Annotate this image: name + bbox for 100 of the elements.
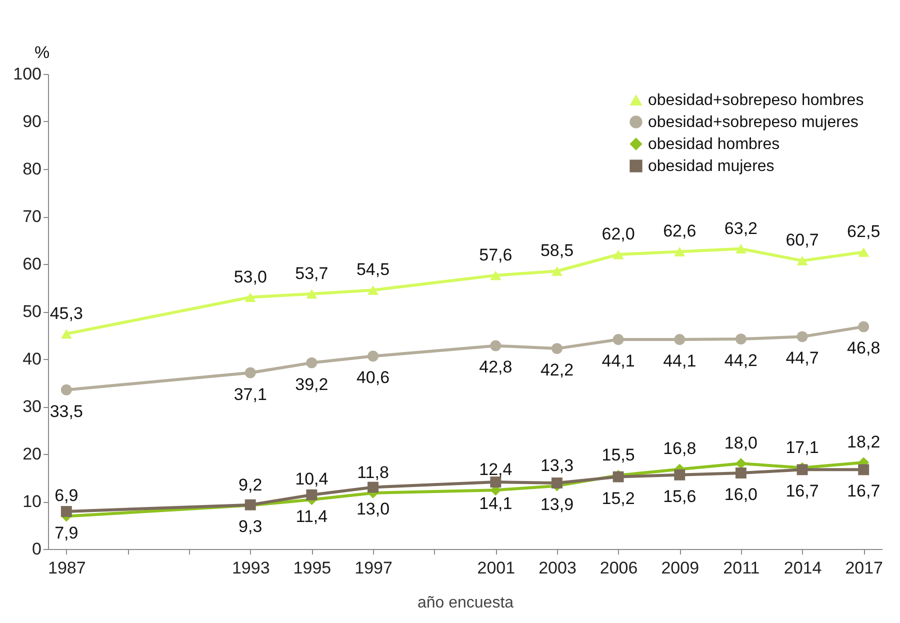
point: [306, 489, 318, 500]
data-label: 16,0: [724, 485, 758, 504]
point: [60, 329, 72, 339]
x-tick-label: 1997: [354, 558, 392, 578]
legend-label: obesidad+sobrepeso mujeres: [648, 114, 858, 131]
data-label: 16,7: [847, 482, 880, 501]
data-label: 42,8: [479, 358, 512, 377]
data-label: 44,7: [786, 348, 819, 368]
data-label: 10,4: [295, 470, 328, 489]
y-tick-label: 50: [22, 302, 42, 321]
point: [552, 343, 562, 354]
point: [368, 482, 378, 493]
data-label: 16,8: [663, 439, 696, 458]
point: [858, 247, 870, 257]
x-tick-label: 2011: [723, 558, 760, 578]
data-label: 44,2: [724, 351, 758, 370]
legend-label: obesidad+sobrepeso hombres: [648, 92, 864, 109]
legend-label: obesidad hombres: [648, 136, 780, 153]
point: [735, 458, 746, 469]
point: [490, 476, 502, 488]
point: [244, 292, 256, 302]
point: [735, 468, 746, 478]
point: [60, 384, 72, 396]
data-label: 57,6: [479, 245, 512, 264]
y-tick-label: 10: [22, 492, 42, 511]
data-label: 13,3: [540, 456, 574, 475]
x-tick-label: 2003: [538, 558, 576, 578]
point: [490, 340, 502, 352]
data-label: 44,1: [663, 352, 696, 371]
y-tick-label: 90: [22, 112, 42, 131]
data-label: 7,9: [54, 523, 78, 542]
data-label: 15,6: [663, 486, 696, 506]
y-tick-label: 0: [32, 540, 42, 558]
y-axis-title: %: [34, 43, 50, 62]
data-label: 60,7: [786, 230, 819, 250]
data-label: 62,0: [602, 224, 635, 244]
x-tick-label: 1987: [48, 558, 86, 578]
data-label: 14,1: [479, 494, 512, 514]
data-label: 58,5: [540, 241, 574, 260]
data-label: 62,6: [663, 222, 696, 241]
data-label: 54,5: [356, 260, 390, 280]
data-label: 11,8: [357, 462, 389, 482]
data-label: 9,3: [238, 516, 262, 536]
y-tick-label: 100: [13, 64, 42, 84]
data-label: 46,8: [847, 338, 880, 358]
x-tick-label: 1993: [232, 558, 270, 578]
y-tick-label: 60: [22, 254, 42, 274]
data-label: 53,7: [295, 264, 328, 283]
data-label: 42,2: [540, 360, 574, 380]
point: [368, 350, 378, 362]
point: [552, 266, 562, 276]
data-label: 6,9: [54, 486, 78, 506]
y-tick-label: 40: [22, 350, 42, 368]
data-label: 18,0: [724, 434, 758, 452]
data-label: 39,2: [295, 374, 328, 394]
y-tick-label: 80: [22, 160, 42, 178]
point: [490, 270, 502, 280]
point: [735, 244, 746, 254]
y-tick-label: 20: [22, 444, 42, 464]
x-tick-label: 2009: [661, 558, 700, 578]
data-label: 53,0: [234, 267, 267, 286]
point: [306, 357, 318, 368]
data-label: 45,3: [50, 304, 83, 323]
point: [612, 250, 624, 260]
data-label: 44,1: [602, 352, 635, 371]
point: [674, 246, 686, 256]
point: [796, 256, 808, 266]
x-tick-label: 2001: [477, 558, 516, 578]
point: [306, 289, 318, 299]
data-label: 13,0: [356, 499, 390, 518]
point: [244, 367, 256, 378]
data-label: 37,1: [234, 384, 267, 404]
data-label: 15,2: [602, 488, 635, 508]
data-label: 62,5: [847, 222, 880, 242]
point: [612, 334, 624, 345]
data-label: 17,1: [786, 438, 819, 457]
point: [674, 469, 686, 480]
point: [858, 321, 870, 332]
point: [368, 285, 378, 295]
data-label: 33,5: [50, 402, 83, 421]
x-tick-label: 2014: [784, 558, 822, 578]
data-label: 12,4: [479, 460, 512, 480]
data-label: 11,4: [296, 506, 328, 526]
point: [60, 506, 72, 517]
y-tick-label: 70: [22, 207, 42, 226]
legend-label: obesidad mujeres: [648, 158, 774, 175]
point: [552, 478, 562, 488]
point: [796, 331, 808, 342]
data-label: 40,6: [356, 368, 390, 388]
x-tick-label: 2006: [600, 558, 638, 578]
point: [674, 334, 686, 345]
x-tick-label: 2017: [845, 558, 884, 578]
x-tick-label: 1995: [293, 558, 332, 578]
y-tick-label: 30: [22, 397, 42, 416]
point: [735, 334, 746, 345]
x-axis-title: año encuesta: [417, 594, 514, 612]
point: [858, 464, 870, 476]
data-label: 18,2: [847, 432, 880, 452]
data-label: 15,5: [602, 445, 635, 464]
data-label: 9,2: [238, 475, 262, 494]
